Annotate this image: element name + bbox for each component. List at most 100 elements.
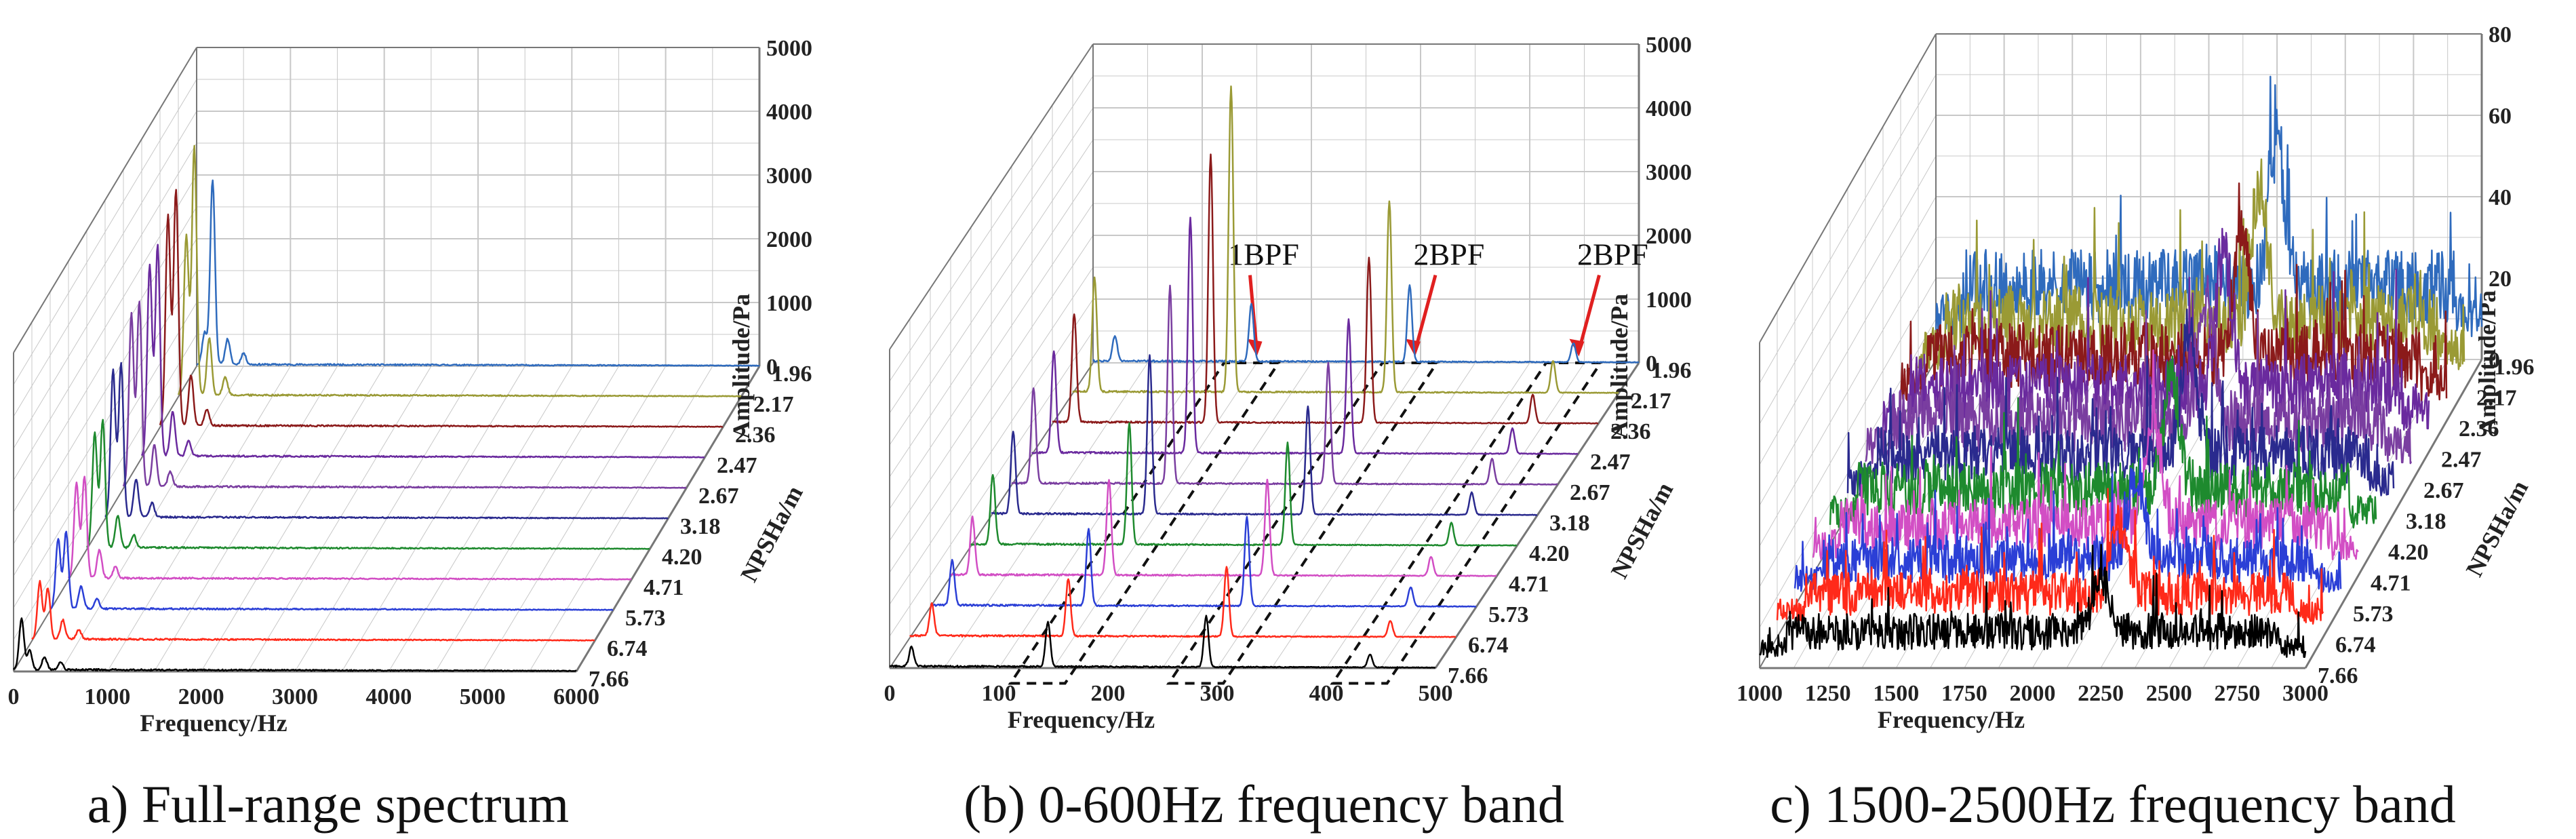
- series-line-npsh-5-73: [49, 530, 614, 611]
- series-line-npsh-2-47: [1031, 216, 1579, 455]
- annotation-arrow: [1577, 274, 1601, 352]
- z-axis-title: Amplitude/Pa: [1606, 294, 1633, 439]
- floor-grid: [106, 366, 291, 672]
- x-tick-label: 1500: [1873, 681, 1919, 706]
- series-line-npsh-2-36: [159, 189, 724, 428]
- x-axis-title: Frequency/Hz: [1008, 706, 1155, 733]
- z-tick-label: 3000: [766, 163, 812, 189]
- npsh-tick-label: 5.73: [1488, 602, 1529, 627]
- npsh-tick-label: 4.71: [643, 575, 684, 600]
- series-line-npsh-4-71: [950, 478, 1497, 577]
- side-floor-line: [889, 362, 1094, 669]
- z-tick-label: 5000: [1646, 33, 1692, 58]
- side-wall-hgrid: [1759, 155, 1937, 465]
- series-line-npsh-4-20: [86, 418, 650, 550]
- caption-a: a) Full-range spectrum: [87, 775, 569, 834]
- series-line-npsh-6-74: [909, 566, 1457, 638]
- x-tick-label: 0: [884, 681, 896, 706]
- x-tick-label: 2500: [2146, 681, 2192, 706]
- z-tick-label: 80: [2489, 22, 2512, 47]
- side-wall-hgrid: [889, 75, 1094, 382]
- npsh-tick-label: 7.66: [589, 667, 629, 692]
- npsh-tick-label: 3.18: [2406, 509, 2446, 534]
- side-wall-hgrid: [889, 267, 1094, 573]
- npsh-tick-label: 1.96: [1651, 358, 1692, 383]
- npsh-tick-label: 6.74: [1468, 633, 1509, 658]
- npsh-tick-label: 1.96: [2494, 355, 2535, 380]
- series-line-npsh-7-66: [1759, 543, 2307, 658]
- y-axis-title: NPSHa/m: [2461, 476, 2534, 581]
- z-tick-label: 1000: [766, 291, 812, 316]
- npsh-tick-label: 2.17: [1631, 389, 1671, 414]
- z-tick-label: 1000: [1646, 288, 1692, 313]
- annotation-label: 2BPF: [1577, 237, 1648, 272]
- side-wall-hgrid: [13, 79, 197, 385]
- npsh-tick-label: 2.47: [717, 453, 757, 478]
- side-top-frame-line: [1759, 33, 1937, 343]
- side-wall-hgrid: [889, 139, 1094, 446]
- side-wall-hgrid: [1759, 277, 1937, 587]
- x-axis-title: Frequency/Hz: [140, 709, 287, 737]
- npsh-tick-label: 7.66: [1448, 663, 1488, 688]
- npsh-tick-label: 2.36: [735, 423, 776, 448]
- side-wall-hgrid: [889, 203, 1094, 509]
- z-tick-label: 3000: [1646, 160, 1692, 185]
- floor-grid: [294, 366, 479, 672]
- series-line-npsh-2-17: [177, 144, 742, 397]
- x-tick-label: 0: [8, 684, 20, 709]
- side-wall-hgrid: [889, 235, 1094, 541]
- side-top-frame-line: [889, 43, 1094, 350]
- depth-axis-line: [2304, 359, 2483, 669]
- annotation-label: 2BPF: [1414, 237, 1485, 272]
- floor-grid: [388, 366, 572, 672]
- side-wall-hgrid: [889, 107, 1094, 414]
- npsh-tick-label: 2.36: [2459, 416, 2499, 442]
- y-axis-title: NPSHa/m: [735, 481, 808, 586]
- floor-grid: [247, 366, 432, 672]
- z-tick-label: 4000: [1646, 96, 1692, 121]
- z-tick-label: 0: [1646, 351, 1657, 376]
- series: [12, 144, 760, 672]
- annotations: 1BPF 2BPF 2BPF: [1008, 237, 1648, 685]
- caption-c: c) 1500-2500Hz frequency band: [1770, 775, 2455, 834]
- npsh-tick-label: 6.74: [607, 636, 648, 661]
- x-tick-label: 300: [1200, 681, 1235, 706]
- series-line-npsh-2-47: [1882, 227, 2430, 433]
- x-tick-label: 2250: [2078, 681, 2124, 706]
- z-tick-label: 20: [2489, 267, 2512, 292]
- series: [889, 85, 1640, 669]
- npsh-tick-label: 2.67: [1570, 480, 1610, 505]
- floor-grid: [1053, 362, 1257, 669]
- x-tick-label: 2000: [178, 684, 224, 709]
- floor-grid: [2066, 359, 2244, 669]
- z-tick-label: 0: [766, 355, 778, 380]
- x-tick-label: 1000: [1737, 681, 1783, 706]
- z-tick-label: 2000: [766, 227, 812, 252]
- z-tick-label: 4000: [766, 100, 812, 125]
- npsh-tick-label: 4.71: [1509, 572, 1549, 597]
- x-tick-label: 3000: [2282, 681, 2329, 706]
- side-wall-hgrid: [13, 111, 197, 417]
- npsh-tick-label: 1.96: [772, 362, 812, 387]
- floor-grid: [154, 366, 338, 672]
- npsh-tick-label: 2.67: [2423, 478, 2464, 503]
- floor-grid: [1107, 362, 1312, 669]
- panel-1500-2500hz-band: 1000 1250 1500 1750 2000 2250 2500 2750 3000 Freq…: [1737, 22, 2535, 733]
- npsh-tick-label: 2.47: [1590, 450, 1631, 475]
- x-tick-label: 2750: [2214, 681, 2260, 706]
- floor-grid: [60, 366, 244, 672]
- series-line-npsh-4-71: [67, 475, 632, 581]
- npsh-tick-label: 3.18: [1549, 511, 1590, 536]
- series-line-npsh-3-18: [1846, 308, 2395, 497]
- side-top-frame-line: [13, 47, 197, 353]
- floor-grid: [435, 366, 619, 672]
- x-tick-label: 3000: [272, 684, 318, 709]
- side-wall-hgrid: [1759, 74, 1937, 384]
- series-line-npsh-2-47: [140, 243, 705, 458]
- side-wall-hgrid: [889, 298, 1094, 605]
- side-wall-hgrid: [1759, 115, 1937, 425]
- caption-b: (b) 0-600Hz frequency band: [964, 775, 1564, 834]
- annotation-arrow: [1413, 274, 1438, 352]
- z-tick-label: 60: [2489, 104, 2512, 129]
- annotation-label: 1BPF: [1228, 237, 1299, 272]
